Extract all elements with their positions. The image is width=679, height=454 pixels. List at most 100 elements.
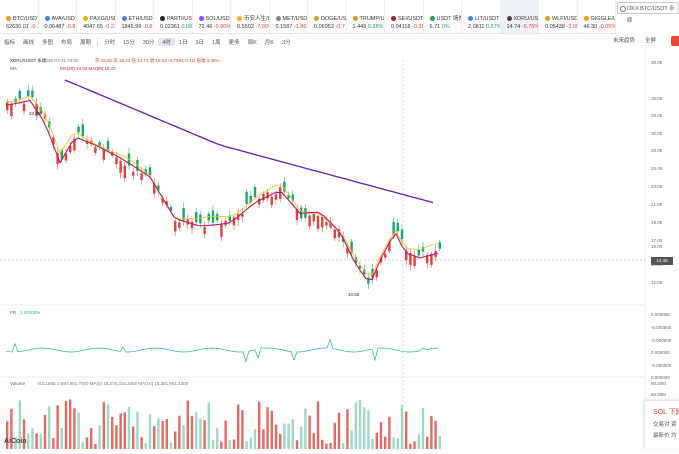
toolbar-item[interactable]: 多图 [42, 39, 54, 46]
y-axis-tick: 25.00 [651, 166, 663, 171]
ticker-price: 0.04118 [391, 24, 411, 30]
volume-bar [270, 410, 273, 449]
volume-bar [35, 433, 38, 449]
popup-title: SOL 下跌 [653, 409, 679, 416]
volume-bar [329, 442, 332, 449]
volume-bar [169, 442, 173, 449]
chart-area[interactable] [0, 50, 679, 449]
toolbar-item[interactable]: 分时 [104, 39, 116, 46]
toolbar-item[interactable]: 30分 [142, 39, 155, 46]
volume-bar [94, 443, 97, 449]
ticker-change: 0.87% [485, 24, 501, 30]
candle-body [228, 215, 231, 221]
ticker-item[interactable]: SOL/USDT 72.46 -0.60% [193, 0, 231, 33]
y-axis-tick: 16.00 [651, 244, 663, 249]
alert-popup[interactable]: SOL 下跌 交易对 资 最新价 均 [645, 401, 679, 449]
toolbar-item[interactable]: 15分 [123, 39, 135, 46]
volume-bar [279, 433, 282, 449]
ticker-change: -5.75% [521, 24, 539, 30]
candle-body [140, 173, 143, 181]
volume-bar [283, 423, 286, 449]
coin-icon [44, 16, 50, 22]
fr-axis-tick: -0.000600 [651, 325, 672, 330]
ticker-item[interactable]: WLFI/USDT 0.05438 -3.05 [539, 0, 578, 33]
ticker-item[interactable]: PARTI/USDT 0.02361 0.08% [154, 0, 193, 33]
ticker-item[interactable]: MET/USDT 0.1587 -1.861 [270, 0, 308, 33]
volume-bar [417, 434, 420, 449]
ticker-item[interactable]: USDT 场外-OKX 6.71 0% [424, 0, 462, 33]
fullscreen-button[interactable]: 全屏 [645, 38, 657, 44]
candle-body [363, 269, 366, 275]
ticker-name: BTC/USDT [13, 16, 39, 22]
toolbar-item[interactable]: 指标 [4, 39, 16, 46]
symbol-search-input[interactable]: OKX BTC/USDT 永续 [617, 2, 679, 24]
candle-body [60, 150, 63, 160]
fr-value: 1.00000% [20, 310, 41, 315]
ticker-item[interactable]: PAXG/USDT 4047.65 -0.21 [77, 0, 116, 33]
candle-body [115, 157, 118, 165]
toolbar-item[interactable]: 1日 [178, 39, 188, 46]
candle-body [195, 212, 198, 223]
volume-bar [115, 425, 118, 449]
volume-bar [136, 411, 139, 449]
volume-bar [430, 416, 433, 449]
toolbar-item[interactable]: 4时 [158, 37, 175, 46]
toolbar-item[interactable]: 周期 [80, 39, 92, 46]
toolbar-item[interactable]: 3分 [281, 39, 291, 46]
toolbar-divider [97, 37, 99, 46]
ticker-item[interactable]: 币安人生/USDT 0.5502 -7.90% [231, 0, 270, 33]
candle-body [316, 215, 320, 229]
candle-body [249, 196, 252, 203]
ticker-item[interactable]: DOGE/USDT 0.06953 -0.7 [308, 0, 347, 33]
ticker-item[interactable]: GIGGLE/US 46.30 -0.05% [578, 0, 616, 33]
toolbar-item[interactable]: 周K [247, 39, 257, 46]
candle-body [203, 227, 206, 234]
toolbar-item[interactable]: 布局 [61, 39, 73, 46]
volume-bar [127, 406, 131, 449]
volume-bar [392, 437, 395, 449]
volume-bar [27, 433, 30, 449]
candle-body [287, 194, 290, 199]
ticker-change: -0.7 [335, 24, 345, 30]
ticker-item[interactable]: ETH/USDT 1845.99 -0.81 [116, 0, 154, 33]
ticker-item[interactable]: LIT/USDT 2.0811 0.87% [462, 0, 501, 33]
volume-bar [207, 402, 210, 449]
candle-body [253, 186, 257, 198]
volume-bar [333, 422, 336, 449]
add-icon[interactable] [671, 36, 679, 46]
future-trend-button[interactable]: 未来趋势 [613, 38, 636, 44]
ticker-item[interactable]: BTC/USDT 62630.01 -0.1 [0, 0, 39, 33]
toolbar-item[interactable]: 更多 [228, 39, 240, 46]
volume-bar [111, 416, 114, 449]
volume-label: Volume [10, 381, 26, 386]
volume-bar [258, 401, 261, 449]
ticker-item[interactable]: SEI/USDT 0.04118 -0.35 [385, 0, 424, 33]
volume-bar [308, 415, 311, 449]
ticker-item[interactable]: TRUMP/USDT 1.449 0.28% [347, 0, 385, 33]
volume-bar [56, 405, 59, 449]
candle-body [283, 181, 286, 192]
candle-body [241, 213, 244, 217]
toolbar-item[interactable]: 3日 [195, 39, 205, 46]
volume-bar [48, 406, 51, 449]
volume-bar [363, 407, 366, 449]
ticker-change: -3.05 [566, 24, 576, 30]
volume-bar [43, 414, 47, 449]
candle-body [220, 224, 223, 237]
toolbar-item[interactable]: 月K [264, 39, 274, 46]
candle-body [350, 241, 353, 254]
ticker-change: -1.861 [293, 24, 308, 30]
volume-bar [426, 436, 429, 449]
ticker-item[interactable]: AVA/USDT 0.06487 -0.8 [39, 0, 77, 33]
candle-body [216, 213, 219, 221]
ticker-name: PARTI/USDT [167, 16, 192, 22]
volume-bar [186, 400, 189, 449]
candlestick-chart[interactable] [0, 50, 679, 449]
candle-body [325, 222, 328, 226]
toolbar-item[interactable]: 画线 [23, 39, 35, 46]
popup-row-pair: 交易对 资 [653, 422, 677, 428]
toolbar-item[interactable]: 1周 [212, 39, 221, 46]
volume-bar [405, 411, 408, 449]
candle-body [266, 192, 269, 199]
